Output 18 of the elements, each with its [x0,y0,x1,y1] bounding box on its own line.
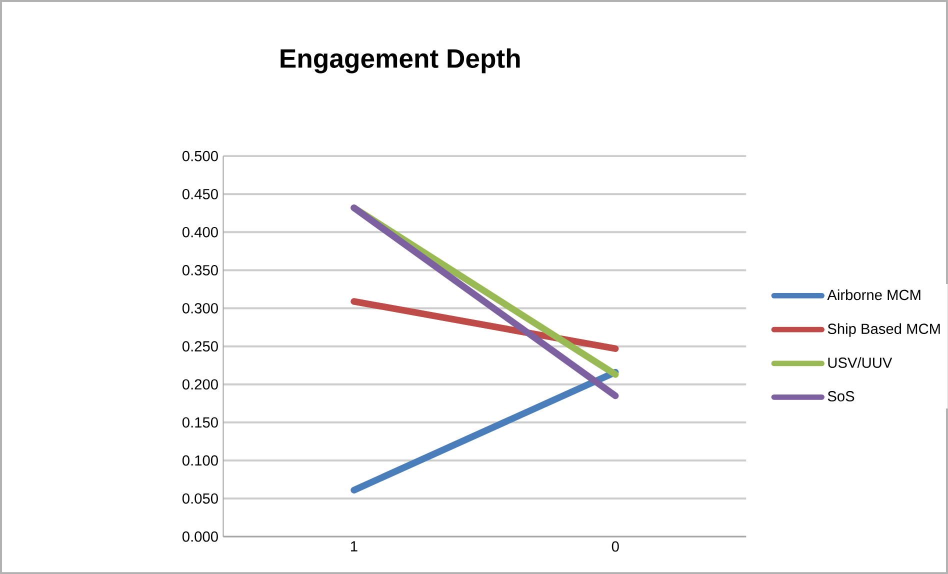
y-tick-label: 0.200 [182,379,218,390]
y-tick-label: 0.050 [182,493,218,504]
legend-label: SoS [828,391,854,402]
legend-label: Airborne MCM [827,289,920,300]
y-tick-label: 0.400 [182,226,218,238]
chart-title: Engagement Depth [280,48,520,74]
y-tick-label: 0.500 [182,150,218,162]
legend-label: USV/UUV [828,357,892,368]
y-tick-label: 0.350 [182,265,218,276]
y-tick-label: 0.000 [182,531,218,542]
y-tick-label: 0.150 [182,417,218,428]
y-tick-label: 0.250 [182,341,218,352]
y-tick-label: 0.450 [182,188,218,200]
y-tick-label: 0.300 [182,303,218,314]
x-tick-label: 1 [350,541,358,552]
legend-label: Ship Based MCM [828,323,940,337]
x-tick-label: 0 [612,541,619,552]
y-tick-label: 0.100 [182,455,218,466]
